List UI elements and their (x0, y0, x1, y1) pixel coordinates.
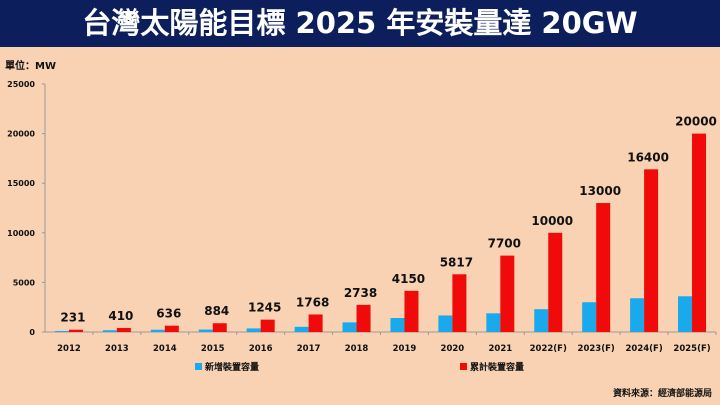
legend-swatch-new (195, 363, 202, 370)
data-label: 884 (204, 304, 229, 318)
bar-new-capacity (534, 309, 549, 332)
x-tick-label: 2020 (441, 344, 465, 354)
data-label: 5817 (440, 255, 473, 269)
x-tick-label: 2013 (105, 344, 129, 354)
bar-new-capacity (342, 322, 357, 332)
bar-new-capacity (54, 331, 69, 332)
bar-cumulative-capacity (692, 133, 707, 332)
data-label: 410 (108, 309, 133, 323)
bar-cumulative-capacity (404, 290, 419, 332)
source-note: 資料來源：經濟部能源局 (612, 389, 712, 399)
bar-cumulative-capacity (68, 329, 83, 332)
bar-cumulative-capacity (452, 274, 467, 332)
chart-title: 台灣太陽能目標 2025 年安裝量達 20GW (0, 0, 720, 47)
bar-new-capacity (294, 326, 309, 332)
x-tick-label: 2024(F) (625, 344, 662, 354)
data-label: 4150 (392, 272, 425, 286)
x-tick-label: 2017 (297, 344, 321, 354)
y-tick-label: 25000 (7, 80, 35, 89)
y-tick-label: 10000 (7, 229, 35, 238)
x-tick-label: 2023(F) (578, 344, 615, 354)
legend-item-cumulative: 累計裝置容量 (460, 360, 524, 373)
bar-cumulative-capacity (212, 323, 227, 332)
bar-new-capacity (102, 330, 117, 332)
data-label: 10000 (531, 214, 573, 228)
bar-new-capacity (390, 317, 405, 332)
x-tick-label: 2016 (249, 344, 273, 354)
x-tick-label: 2014 (153, 344, 177, 354)
data-label: 13000 (579, 184, 621, 198)
data-label: 16400 (627, 150, 669, 164)
legend-item-new: 新增裝置容量 (195, 360, 259, 373)
bar-cumulative-capacity (500, 255, 515, 332)
x-tick-label: 2019 (393, 344, 417, 354)
legend-label: 累計裝置容量 (470, 363, 525, 373)
x-tick-label: 2021 (488, 344, 512, 354)
x-tick-label: 2018 (345, 344, 369, 354)
x-tick-label: 2025(F) (673, 344, 710, 354)
x-tick-label: 2015 (201, 344, 225, 354)
bar-new-capacity (150, 329, 165, 332)
unit-label: 單位：MW (5, 61, 56, 72)
data-label: 636 (156, 307, 181, 321)
x-tick-label: 2022(F) (530, 344, 567, 354)
bar-cumulative-capacity (260, 319, 275, 332)
x-tick-label: 2012 (57, 344, 81, 354)
bar-cumulative-capacity (644, 169, 659, 332)
bar-cumulative-capacity (548, 232, 563, 332)
data-label: 1245 (248, 301, 281, 315)
bar-cumulative-capacity (356, 304, 371, 332)
bar-new-capacity (678, 296, 693, 332)
legend-swatch-cumulative (460, 363, 467, 370)
bar-new-capacity (246, 328, 261, 332)
bar-new-capacity (438, 315, 453, 332)
data-label: 231 (60, 311, 85, 325)
bar-new-capacity (486, 313, 501, 332)
legend-label: 新增裝置容量 (205, 363, 260, 373)
bar-cumulative-capacity (116, 327, 131, 332)
y-tick-label: 20000 (7, 130, 35, 139)
bar-cumulative-capacity (596, 203, 611, 332)
bar-cumulative-capacity (164, 325, 179, 332)
y-tick-label: 0 (29, 328, 35, 337)
data-label: 7700 (488, 237, 521, 251)
data-label: 20000 (675, 115, 717, 129)
y-tick-label: 15000 (7, 179, 35, 188)
bar-cumulative-capacity (308, 314, 323, 332)
y-tick-label: 5000 (13, 278, 36, 287)
data-label: 1768 (296, 295, 329, 309)
bar-new-capacity (582, 302, 597, 332)
bar-new-capacity (630, 298, 645, 332)
bar-new-capacity (198, 329, 213, 332)
data-label: 2738 (344, 286, 377, 300)
